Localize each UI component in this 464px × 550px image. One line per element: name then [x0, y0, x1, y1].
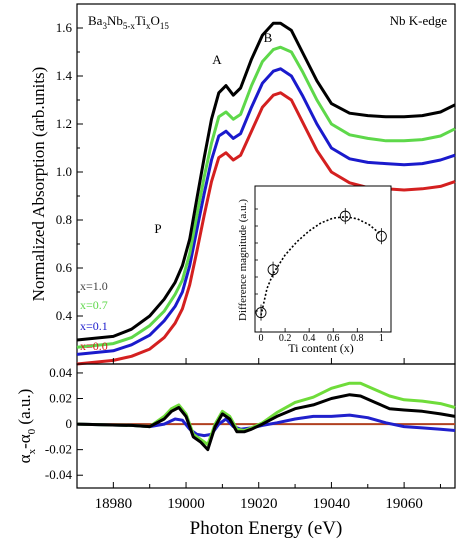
main-y-tick-label: 1.2 [56, 116, 72, 131]
difference-y-tick-label: 0 [66, 416, 73, 431]
main-y-tick-label: 0.6 [56, 260, 73, 275]
inset-panel: 0 0.2 0.4 0.6 0.8 1 Ti content (x) Difference… [237, 185, 392, 355]
main-y-tick-label: 1.6 [56, 20, 73, 35]
inset-x-tick-label: 0.6 [327, 333, 340, 344]
inset-data-point [255, 307, 267, 319]
inset-data-point [339, 210, 351, 222]
inset-x-tick-label: 1 [379, 333, 384, 344]
inset-x-tick-label: 0.4 [303, 333, 316, 344]
difference-panel: -0.04 -0.02 0 0.02 0.04 18980 19000 19020 19040 1… [15, 363, 456, 539]
x-tick-label: 19020 [240, 496, 278, 512]
inset-plot-frame [254, 185, 392, 333]
compound-label: Ba3Nb5-xTixO15 [88, 13, 169, 31]
series-label-x1.0: x=1.0 [80, 279, 108, 293]
difference-y-axis-label: αx-α0 (a.u.) [15, 389, 38, 464]
main-y-tick-label: 1.0 [56, 164, 72, 179]
inset-data-point [375, 230, 387, 242]
feature-p-label: P [154, 221, 161, 236]
x-tick-label: 18980 [95, 496, 133, 512]
peak-b-label: B [264, 30, 273, 45]
main-y-tick-label: 0.4 [56, 308, 73, 323]
x-tick-label: 19000 [167, 496, 205, 512]
difference-plot-frame [76, 363, 456, 489]
spectrum-line-x=0.1 [76, 67, 456, 356]
series-label-x0.7: x=0.7 [80, 298, 108, 312]
x-tick-label: 19040 [313, 496, 351, 512]
difference-y-tick-label: 0.02 [49, 391, 72, 406]
inset-y-axis-label: Difference magnitude (a.u.) [237, 199, 249, 321]
inset-x-tick-label: 0 [259, 333, 264, 344]
x-axis-label: Photon Energy (eV) [190, 518, 343, 539]
difference-line-x=0.7 [76, 381, 456, 446]
peak-a-label: A [212, 52, 222, 67]
x-tick-label: 19060 [385, 496, 423, 512]
difference-line-x=1.0 [76, 393, 456, 452]
inset-x-axis-label: Ti content (x) [288, 341, 354, 355]
difference-y-tick-label: -0.02 [45, 442, 72, 457]
spectrum-line-x=0.7 [76, 45, 456, 349]
inset-x-tick-label: 0.2 [279, 333, 292, 344]
main-y-axis-label: Normalized Absorption (arb.units) [29, 67, 48, 302]
edge-label: Nb K-edge [390, 13, 448, 28]
inset-x-tick-label: 0.8 [351, 333, 364, 344]
series-label-x0.0: x=0.0 [80, 339, 108, 353]
inset-data-point [267, 264, 279, 276]
difference-y-tick-label: 0.04 [49, 365, 72, 380]
spectrum-line-x=1.0 [76, 21, 456, 342]
difference-y-tick-label: -0.04 [45, 467, 73, 482]
main-y-tick-label: 1.4 [56, 68, 73, 83]
series-label-x0.1: x=0.1 [80, 319, 108, 333]
inset-fit-curve [260, 215, 382, 316]
main-y-tick-label: 0.8 [56, 212, 72, 227]
